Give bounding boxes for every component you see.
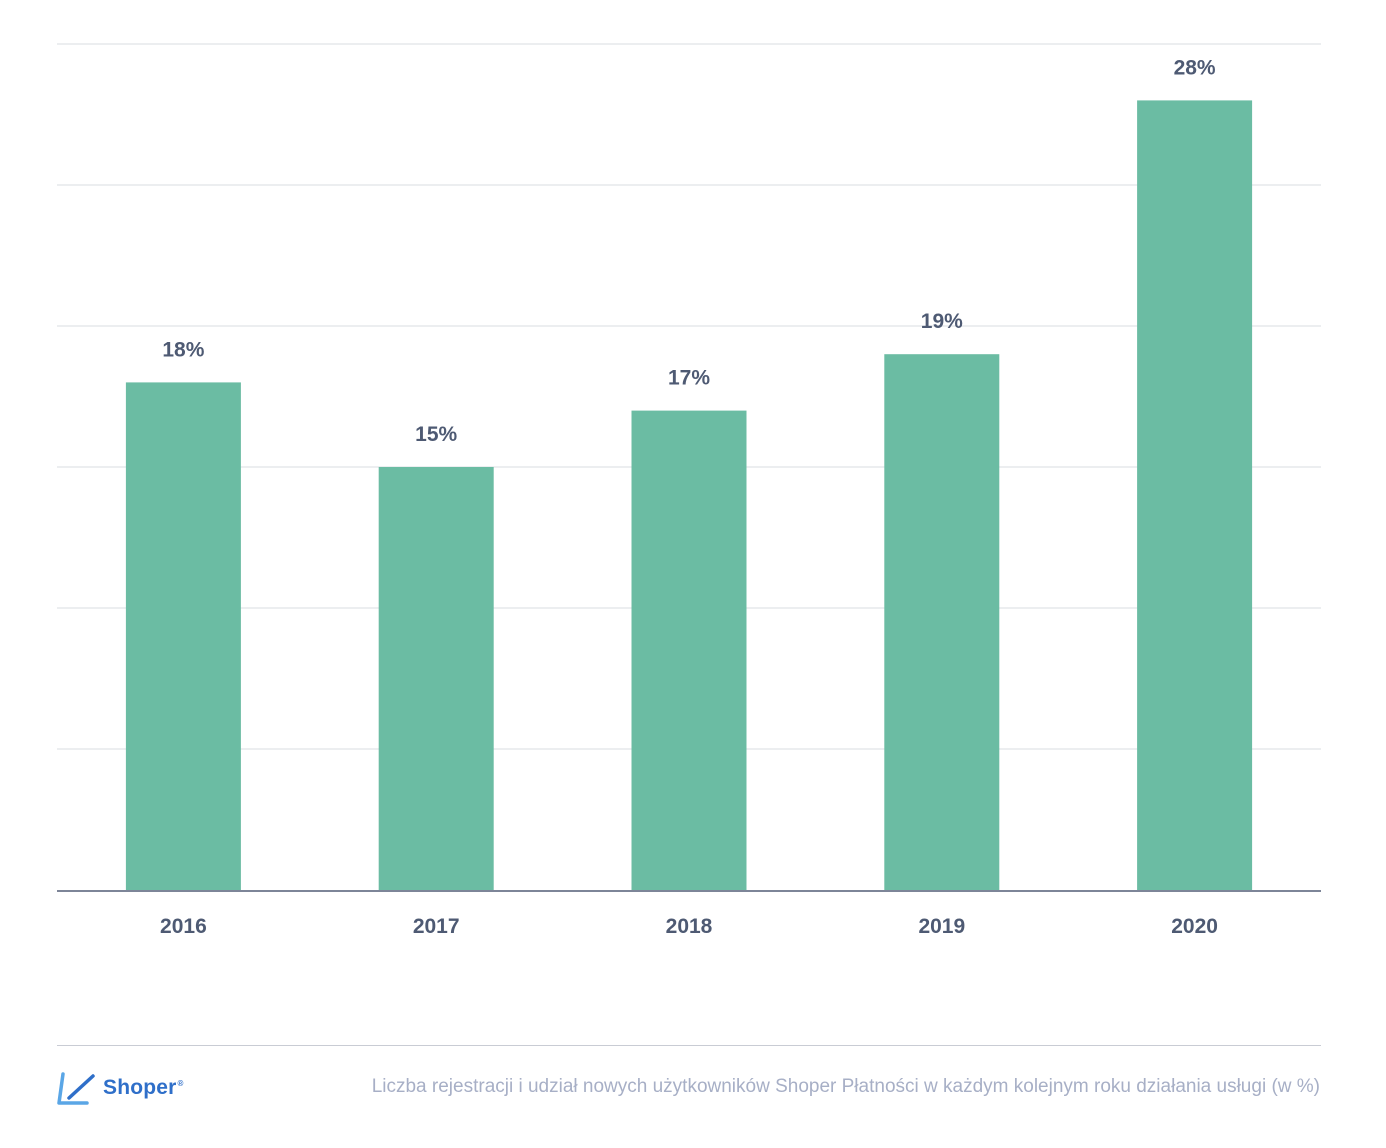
x-tick-label-2019: 2019 xyxy=(918,915,965,938)
bar-2020 xyxy=(1137,100,1253,890)
brand-name: Shoper® xyxy=(103,1076,184,1099)
bar-chart: 18% 2016 15% 2017 17% 2018 19% 2019 28% 2020 xyxy=(57,43,1321,938)
data-label-2020: 28% xyxy=(1174,56,1216,79)
bar-2017 xyxy=(378,467,494,890)
chart-caption: Liczba rejestracji i udział nowych użytk… xyxy=(371,1076,1320,1097)
x-tick-label-2018: 2018 xyxy=(666,915,713,938)
data-label-2018: 17% xyxy=(668,367,710,390)
x-tick-label-2017: 2017 xyxy=(413,915,460,938)
brand-logo: Shoper® xyxy=(57,1070,184,1106)
data-label-2017: 15% xyxy=(415,423,457,446)
brand-registered-mark: ® xyxy=(177,1079,184,1088)
bar-2018 xyxy=(631,410,747,890)
bar-2016 xyxy=(125,382,241,890)
data-label-2019: 19% xyxy=(921,310,963,333)
bar-2019 xyxy=(884,354,1000,890)
footer-divider xyxy=(57,1045,1321,1046)
x-tick-label-2016: 2016 xyxy=(160,915,207,938)
data-label-2016: 18% xyxy=(162,338,204,361)
shoper-logo-icon xyxy=(57,1072,95,1105)
x-tick-label-2020: 2020 xyxy=(1171,915,1218,938)
